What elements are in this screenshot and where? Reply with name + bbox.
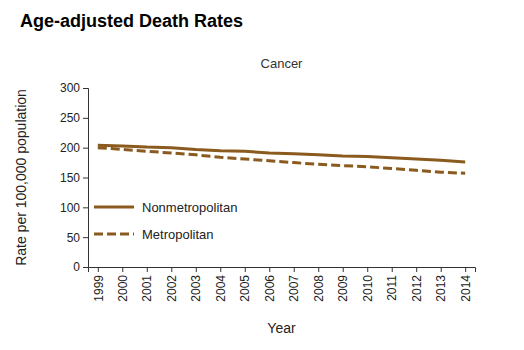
x-tick: 2005 (238, 267, 252, 302)
x-tick-mark (294, 267, 295, 272)
y-tick-label: 100 (60, 201, 80, 215)
x-axis-line (89, 268, 476, 273)
y-tick-mark (83, 207, 88, 208)
x-tick-mark (122, 267, 123, 272)
y-tick-label: 250 (60, 111, 80, 125)
x-tick: 2006 (263, 267, 277, 302)
x-tick-mark (269, 267, 270, 272)
x-tick-label: 2004 (214, 275, 228, 302)
x-tick-label: 2009 (336, 275, 350, 302)
y-tick-mark (83, 148, 88, 149)
x-tick-mark (171, 267, 172, 272)
y-tick: 100 (60, 201, 88, 215)
x-tick-label: 1999 (91, 275, 105, 302)
x-tick-label: 2008 (312, 275, 326, 302)
x-tick: 2007 (287, 267, 301, 302)
plot: Cancer 0 50 100 150 200 250 300 1999 2000 2001 2002… (60, 56, 476, 302)
y-tick: 50 (67, 231, 88, 245)
y-tick-label: 200 (60, 141, 80, 155)
x-tick: 2011 (385, 267, 399, 301)
y-tick-mark (83, 178, 88, 179)
x-tick: 2002 (165, 267, 179, 302)
y-tick-label: 0 (73, 260, 80, 274)
subtitle: Cancer (261, 56, 304, 71)
x-tick-mark (465, 267, 466, 272)
legend-swatch (94, 206, 134, 209)
x-tick-label: 2011 (385, 275, 399, 301)
x-tick-mark (318, 267, 319, 272)
series-line (98, 148, 465, 174)
x-tick-label: 2012 (410, 275, 424, 302)
x-tick-mark (98, 267, 99, 272)
legend-swatch (94, 233, 134, 236)
x-tick: 1999 (91, 267, 105, 302)
x-tick-mark (196, 267, 197, 272)
x-tick: 2012 (410, 267, 424, 302)
y-tick-mark (83, 237, 88, 238)
x-tick-label: 2010 (361, 275, 375, 302)
x-tick: 2014 (459, 267, 473, 302)
x-tick-mark (245, 267, 246, 272)
x-tick-mark (147, 267, 148, 272)
y-tick-mark (83, 118, 88, 119)
lines (98, 145, 465, 173)
y-tick-label: 300 (60, 81, 80, 95)
x-tick: 2000 (116, 267, 130, 302)
x-axis: 1999 2000 2001 2002 2003 2004 2005 2006 2007 2008… (89, 267, 476, 302)
x-tick: 2003 (189, 267, 203, 302)
x-tick-mark (343, 267, 344, 272)
x-tick-label: 2006 (263, 275, 277, 302)
legend-item: Nonmetropolitan (94, 200, 237, 215)
y-tick: 150 (60, 171, 88, 185)
y-axis-line (83, 89, 89, 268)
x-tick: 2013 (434, 267, 448, 302)
y-tick-label: 150 (60, 171, 80, 185)
x-tick-mark (441, 267, 442, 272)
x-tick: 2010 (361, 267, 375, 302)
y-tick-mark (83, 88, 88, 89)
legend-item: Metropolitan (94, 227, 214, 242)
x-tick: 2001 (140, 267, 154, 302)
title: Age-adjusted Death Rates (20, 11, 243, 31)
legend-label: Metropolitan (142, 227, 214, 242)
y-tick: 250 (60, 111, 88, 125)
y-tick-label: 50 (67, 231, 81, 245)
series-line (98, 145, 465, 162)
legend: Nonmetropolitan Metropolitan (94, 200, 237, 242)
y-tick: 0 (73, 260, 88, 274)
x-tick-label: 2000 (116, 275, 130, 302)
x-tick-label: 2002 (165, 275, 179, 302)
y-tick: 300 (60, 81, 88, 95)
x-tick-label: 2013 (434, 275, 448, 302)
x-tick-mark (416, 267, 417, 272)
x-tick-label: 2005 (238, 275, 252, 302)
x-tick-label: 2003 (189, 275, 203, 302)
x-tick-label: 2001 (140, 275, 154, 302)
x-tick-mark (367, 267, 368, 272)
x-axis-title: Year (267, 320, 296, 336)
y-axis-title: Rate per 100,000 population (13, 89, 29, 266)
x-tick-label: 2007 (287, 275, 301, 302)
legend-label: Nonmetropolitan (142, 200, 237, 215)
x-tick: 2009 (336, 267, 350, 302)
chart: Age-adjusted Death Rates Cancer 0 50 100 150 2… (0, 0, 524, 350)
y-axis: 0 50 100 150 200 250 300 (60, 81, 89, 274)
x-tick-label: 2014 (459, 275, 473, 302)
x-tick: 2004 (214, 267, 228, 302)
x-tick-mark (220, 267, 221, 272)
x-tick: 2008 (312, 267, 326, 302)
y-tick: 200 (60, 141, 88, 155)
x-tick-mark (392, 267, 393, 272)
y-tick-mark (83, 267, 88, 268)
